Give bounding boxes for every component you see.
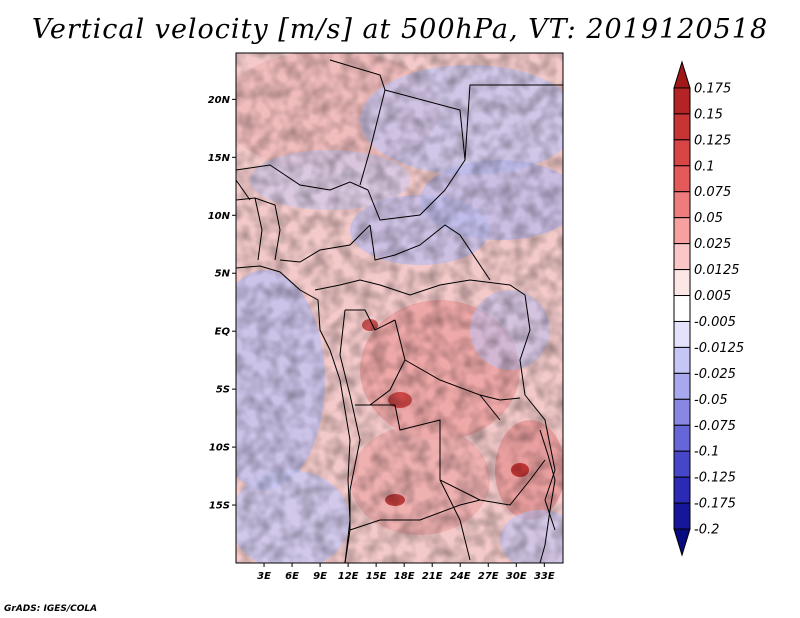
colorbar-label: -0.075 bbox=[694, 419, 736, 434]
x-tick-label: 21E bbox=[422, 571, 443, 582]
x-tick-label: 30E bbox=[506, 571, 527, 582]
colorbar-swatch bbox=[673, 60, 691, 89]
y-tick-label: 5N bbox=[215, 269, 231, 280]
colorbar-swatch bbox=[673, 346, 691, 374]
colorbar-label: -0.1 bbox=[694, 445, 719, 460]
colorbar: 0.175 0.15 0.125 0.1 0.075 0.05 0.025 0.0125 0.0… bbox=[673, 60, 744, 557]
x-tick-label: 27E bbox=[478, 571, 499, 582]
colorbar-label: -0.175 bbox=[694, 497, 736, 512]
colorbar-label: -0.05 bbox=[694, 393, 728, 408]
colorbar-swatch bbox=[673, 87, 691, 115]
colorbar-label: -0.005 bbox=[694, 315, 736, 330]
colorbar-swatch bbox=[673, 502, 691, 530]
colorbar-swatch bbox=[673, 476, 691, 504]
colorbar-label: 0.025 bbox=[694, 237, 731, 252]
colorbar-swatch bbox=[673, 424, 691, 452]
y-tick-label: 15S bbox=[209, 501, 230, 512]
y-axis: 20N 15N 10N 5N EQ 5S 10S 15S bbox=[208, 95, 236, 512]
colorbar-swatch bbox=[673, 320, 691, 348]
colorbar-swatch bbox=[673, 528, 691, 557]
colorbar-label: -0.0125 bbox=[694, 341, 744, 356]
x-tick-label: 3E bbox=[257, 571, 271, 582]
x-tick-label: 33E bbox=[534, 571, 555, 582]
colorbar-label: 0.1 bbox=[694, 159, 715, 174]
y-tick-label: 10N bbox=[208, 211, 231, 222]
colorbar-label: 0.075 bbox=[694, 185, 731, 200]
footer-credit: GrADS: IGES/COLA bbox=[4, 604, 98, 614]
colorbar-label: 0.15 bbox=[694, 107, 723, 122]
y-tick-label: 15N bbox=[208, 153, 231, 164]
y-tick-label: 5S bbox=[216, 385, 230, 396]
x-axis: 3E 6E 9E 12E 15E 18E 21E 24E 27E 30E 33E bbox=[257, 563, 555, 582]
colorbar-swatch bbox=[673, 398, 691, 426]
y-tick-label: EQ bbox=[215, 327, 231, 338]
colorbar-swatch bbox=[673, 295, 691, 322]
velocity-field bbox=[236, 53, 563, 563]
colorbar-swatch bbox=[673, 217, 691, 245]
y-tick-label: 10S bbox=[209, 443, 230, 454]
colorbar-swatch bbox=[673, 113, 691, 141]
colorbar-label: 0.0125 bbox=[694, 263, 740, 278]
colorbar-swatch bbox=[673, 269, 691, 297]
x-tick-label: 6E bbox=[285, 571, 299, 582]
map-title: Vertical velocity [m/s] at 500hPa, VT: 2… bbox=[31, 14, 769, 45]
colorbar-swatch bbox=[673, 243, 691, 271]
colorbar-label: 0.005 bbox=[694, 289, 731, 304]
colorbar-label: -0.025 bbox=[694, 367, 736, 382]
x-tick-label: 24E bbox=[450, 571, 471, 582]
colorbar-label: 0.175 bbox=[694, 81, 731, 96]
map-frame bbox=[235, 52, 564, 564]
colorbar-swatch bbox=[673, 372, 691, 400]
colorbar-swatch bbox=[673, 191, 691, 219]
colorbar-label: 0.125 bbox=[694, 133, 731, 148]
colorbar-swatch bbox=[673, 139, 691, 167]
x-tick-label: 15E bbox=[366, 571, 387, 582]
colorbar-label: -0.125 bbox=[694, 471, 736, 486]
colorbar-swatch bbox=[673, 165, 691, 193]
y-tick-label: 20N bbox=[208, 95, 231, 106]
x-tick-label: 12E bbox=[338, 571, 359, 582]
colorbar-swatch bbox=[673, 450, 691, 478]
colorbar-label: -0.2 bbox=[694, 523, 719, 538]
colorbar-label: 0.05 bbox=[694, 211, 723, 226]
x-tick-label: 18E bbox=[394, 571, 415, 582]
x-tick-label: 9E bbox=[313, 571, 327, 582]
